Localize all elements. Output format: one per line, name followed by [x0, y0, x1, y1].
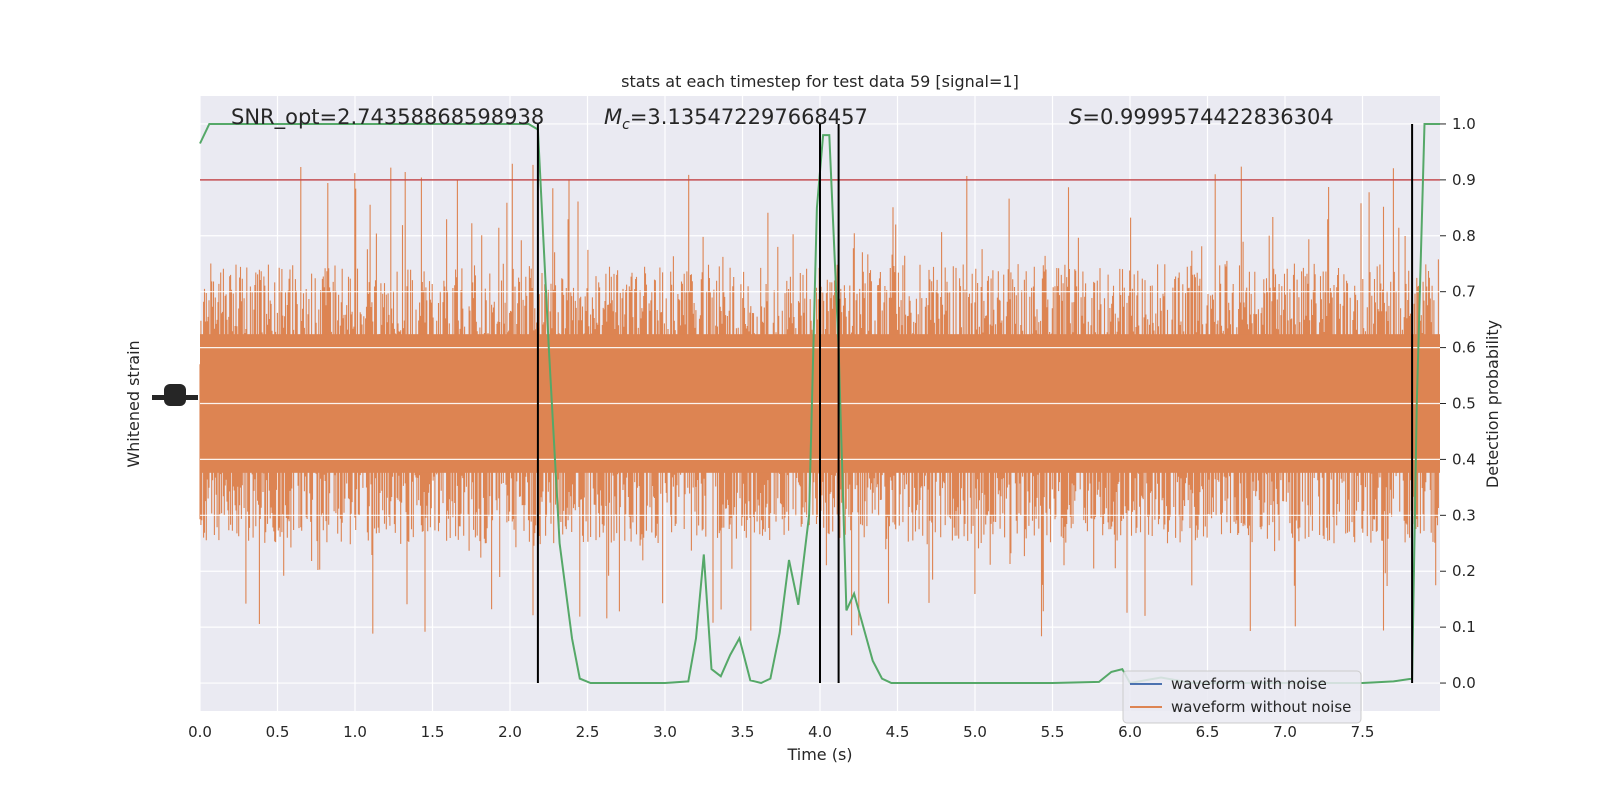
y-tick-label-right: 0.4	[1452, 450, 1476, 468]
chirp-mass-subscript: c	[622, 117, 630, 133]
legend-label-noise: waveform with noise	[1171, 675, 1327, 693]
x-tick-label: 7.0	[1273, 723, 1297, 741]
x-tick-label: 0.5	[266, 723, 290, 741]
x-tick-label: 1.0	[343, 723, 367, 741]
snr-annotation: SNR_opt=2.74358868598938	[231, 105, 544, 130]
legend-label-clean: waveform without noise	[1171, 698, 1351, 716]
x-tick-label: 1.5	[421, 723, 445, 741]
statistic-annotation: S=0.9999574422836304	[1069, 105, 1334, 129]
y-tick-label-right: 0.6	[1452, 339, 1476, 357]
x-tick-label: 5.5	[1041, 723, 1065, 741]
x-tick-label: 2.0	[498, 723, 522, 741]
y-axis-label-left: Whitened strain	[124, 340, 143, 467]
x-tick-label: 6.0	[1118, 723, 1142, 741]
y-tick-label-right: 0.7	[1452, 283, 1476, 301]
legend: waveform with noise waveform without noi…	[1122, 670, 1362, 724]
y-tick-label-right: 0.9	[1452, 171, 1476, 189]
left-tick-label-cluster	[164, 384, 186, 406]
y-tick-label-right: 0.1	[1452, 618, 1476, 636]
x-tick-label: 5.0	[963, 723, 987, 741]
y-tick-label-right: 0.5	[1452, 395, 1476, 413]
x-axis-label: Time (s)	[786, 745, 852, 764]
chirp-mass-annotation: Mc=3.135472297668457	[604, 105, 868, 133]
x-tick-label: 7.5	[1351, 723, 1375, 741]
chart-title: stats at each timestep for test data 59 …	[621, 72, 1019, 91]
statistic-symbol: S	[1069, 105, 1082, 129]
chirp-mass-symbol: M	[604, 105, 622, 129]
y-tick-label-right: 0.2	[1452, 562, 1476, 580]
x-tick-label: 0.0	[188, 723, 212, 741]
x-tick-label: 2.5	[576, 723, 600, 741]
x-tick-label: 3.0	[653, 723, 677, 741]
axis-ticks: 0.0 0.5 1.0 1.5 2.0 2.5 3.0 3.5 4.0 4.5 5.0 5.5 6.0 6…	[152, 115, 1476, 741]
x-tick-label: 4.0	[808, 723, 832, 741]
y-tick-label-right: 0.0	[1452, 674, 1476, 692]
legend-box	[1122, 670, 1362, 724]
y-tick-label-right: 0.3	[1452, 506, 1476, 524]
chirp-mass-value: =3.135472297668457	[630, 105, 868, 129]
y-axis-label-right: Detection probability	[1483, 320, 1502, 488]
x-tick-label: 3.5	[731, 723, 755, 741]
y-tick-label-right: 0.8	[1452, 227, 1476, 245]
x-tick-label: 6.5	[1196, 723, 1220, 741]
x-tick-label: 4.5	[886, 723, 910, 741]
statistic-value: =0.9999574422836304	[1082, 105, 1333, 129]
y-tick-label-right: 1.0	[1452, 115, 1476, 133]
